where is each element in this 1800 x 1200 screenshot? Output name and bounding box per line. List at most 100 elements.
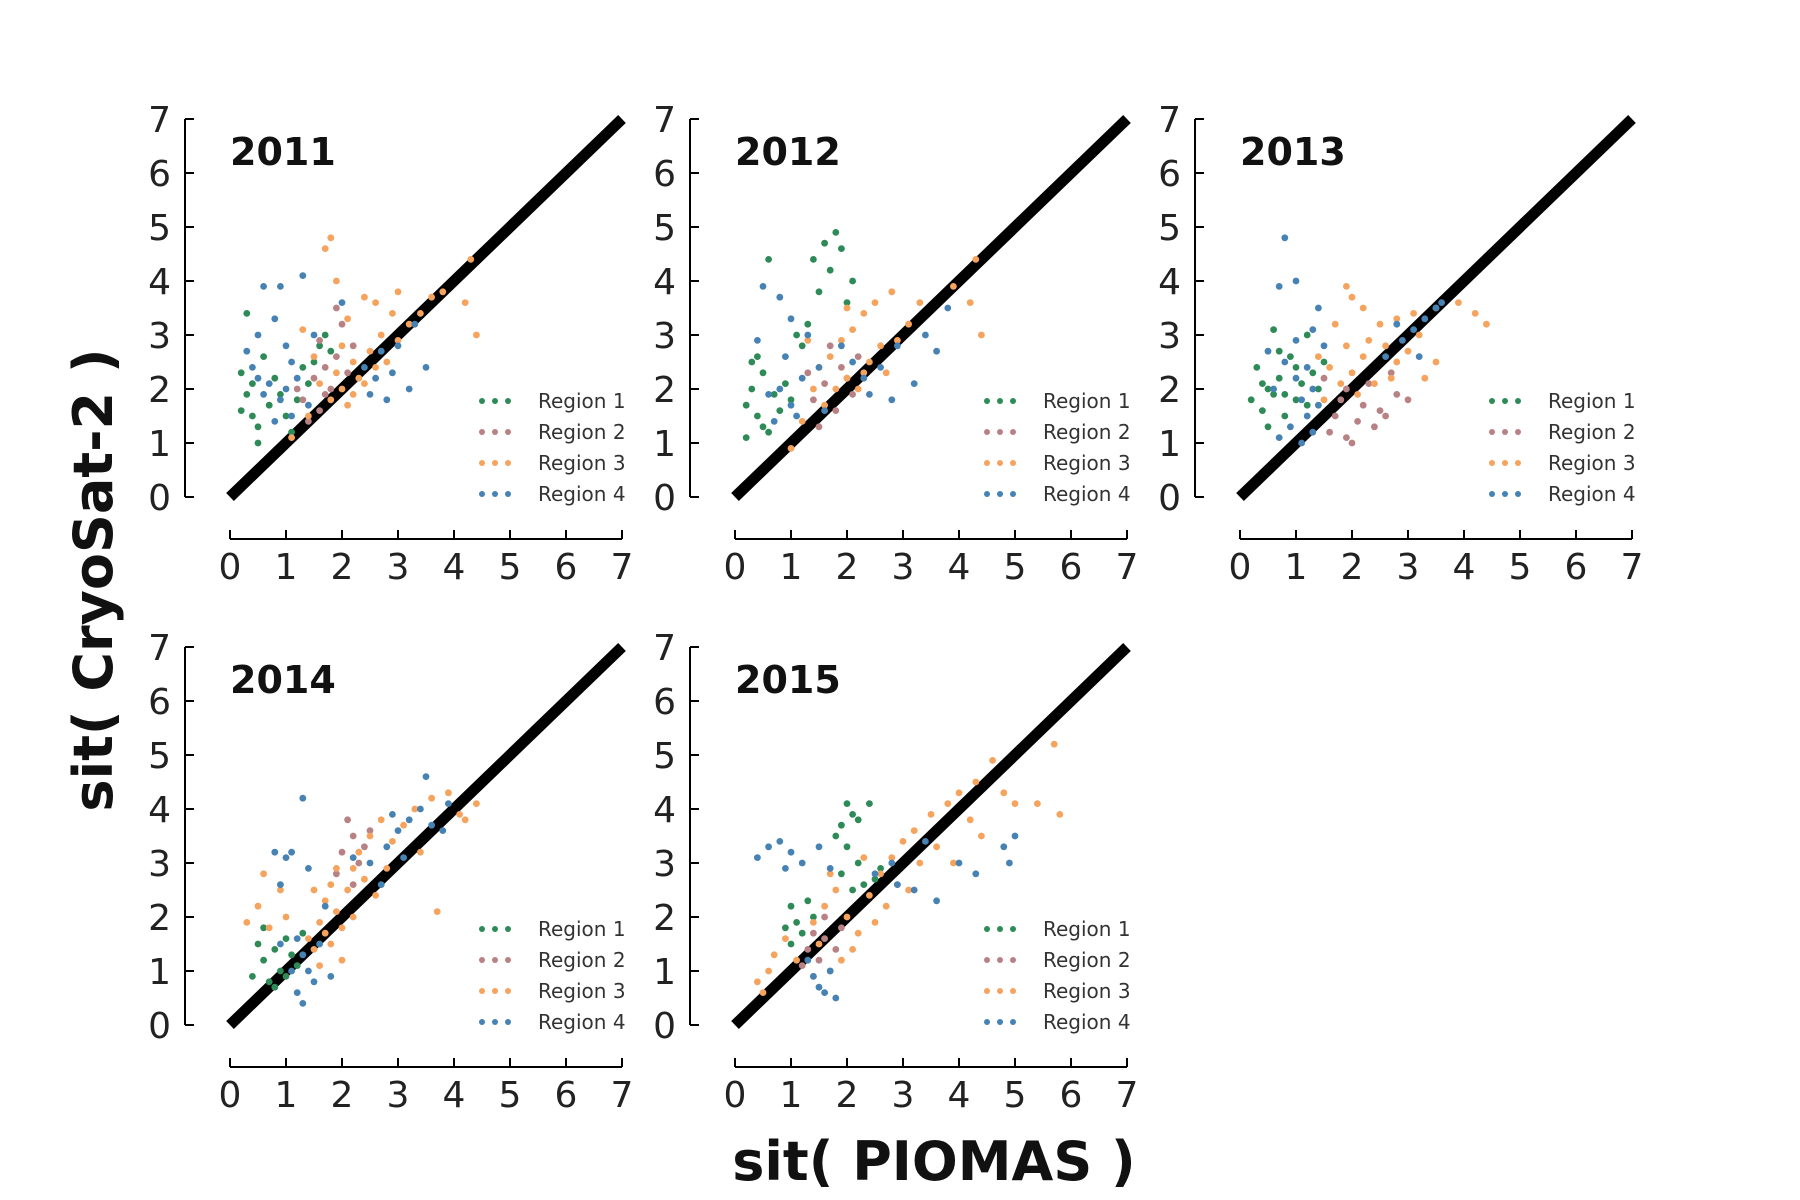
data-point — [815, 364, 823, 371]
legend-marker — [1010, 1019, 1016, 1025]
legend-label: Region 2 — [1043, 420, 1131, 444]
data-point — [277, 886, 284, 894]
x-tick-label: 6 — [1060, 547, 1083, 588]
data-point — [1034, 800, 1041, 807]
data-point — [1320, 342, 1328, 350]
x-tick-label: 4 — [948, 547, 971, 588]
data-point — [1348, 293, 1356, 301]
data-point — [333, 304, 340, 312]
legend-marker — [984, 988, 990, 994]
legend-marker — [479, 429, 485, 435]
data-point — [260, 283, 267, 290]
data-point — [288, 412, 295, 420]
data-point — [821, 407, 828, 414]
data-point — [843, 304, 851, 312]
data-point — [349, 342, 357, 350]
legend-marker — [997, 398, 1003, 404]
data-point — [1348, 439, 1356, 447]
data-point — [372, 374, 379, 382]
data-point — [815, 288, 823, 296]
data-point — [394, 288, 402, 296]
legend: Region 1 Region 2 Region 3 Region 4 — [479, 917, 626, 1034]
legend-marker — [479, 957, 485, 963]
data-point — [394, 337, 402, 344]
data-point — [299, 929, 307, 937]
legend-marker — [1502, 429, 1508, 435]
data-point — [1006, 859, 1013, 867]
data-point — [1259, 380, 1266, 387]
y-tick-label: 3 — [148, 844, 171, 885]
x-tick-label: 4 — [948, 1075, 971, 1116]
y-axis-title: sit( CryoSat-2 ) — [62, 348, 125, 811]
data-point — [1320, 358, 1328, 366]
y-tick-label: 2 — [653, 370, 676, 411]
data-point — [821, 913, 828, 921]
legend-marker — [492, 1019, 498, 1025]
x-tick-label: 5 — [499, 547, 522, 588]
data-point — [361, 843, 368, 851]
data-point — [888, 288, 896, 296]
data-point — [922, 838, 929, 845]
data-point — [349, 854, 357, 861]
data-point — [804, 946, 812, 953]
data-point — [355, 374, 363, 382]
data-point — [305, 935, 312, 942]
data-point — [400, 854, 407, 861]
data-point — [333, 908, 340, 915]
data-point — [1376, 407, 1384, 414]
y-tick-label: 7 — [653, 100, 676, 141]
data-point — [282, 385, 290, 393]
data-point — [361, 364, 368, 371]
data-point — [754, 337, 761, 344]
data-point — [338, 848, 346, 856]
data-point — [933, 897, 940, 905]
data-point — [1275, 347, 1283, 355]
data-point — [411, 805, 419, 813]
data-point — [793, 331, 800, 339]
series-region-1 — [1247, 326, 1328, 431]
data-point — [854, 385, 862, 393]
data-point — [1415, 353, 1423, 360]
data-point — [260, 391, 267, 398]
data-point — [271, 946, 279, 953]
data-point — [742, 434, 750, 441]
data-point — [1371, 380, 1378, 387]
data-point — [1303, 331, 1311, 339]
data-point — [344, 886, 351, 894]
data-point — [877, 870, 884, 878]
y-tick-label: 0 — [148, 1006, 171, 1047]
data-point — [810, 256, 817, 263]
data-point — [815, 843, 823, 851]
x-tick-label: 1 — [275, 1075, 298, 1116]
data-point — [355, 848, 363, 856]
x-tick-label: 5 — [499, 1075, 522, 1116]
legend-marker — [1515, 491, 1521, 497]
data-point — [1056, 811, 1064, 818]
data-point — [978, 832, 985, 840]
data-point — [333, 369, 340, 377]
data-point — [389, 838, 396, 845]
data-point — [299, 1000, 307, 1007]
data-point — [327, 396, 335, 404]
data-point — [944, 800, 952, 807]
data-point — [355, 859, 363, 867]
data-point — [798, 374, 806, 382]
data-point — [377, 881, 385, 888]
data-point — [832, 886, 840, 894]
data-point — [282, 913, 290, 921]
data-point — [877, 364, 884, 371]
data-point — [1000, 843, 1008, 851]
data-point — [1309, 428, 1317, 436]
x-tick-label: 0 — [724, 547, 747, 588]
data-point — [832, 946, 840, 953]
data-point — [277, 940, 284, 948]
data-point — [832, 385, 840, 393]
data-point — [787, 396, 795, 404]
y-tick-label: 4 — [148, 790, 171, 831]
data-point — [1315, 385, 1322, 393]
data-point — [321, 331, 329, 339]
data-point — [1387, 374, 1395, 382]
data-point — [383, 865, 391, 872]
